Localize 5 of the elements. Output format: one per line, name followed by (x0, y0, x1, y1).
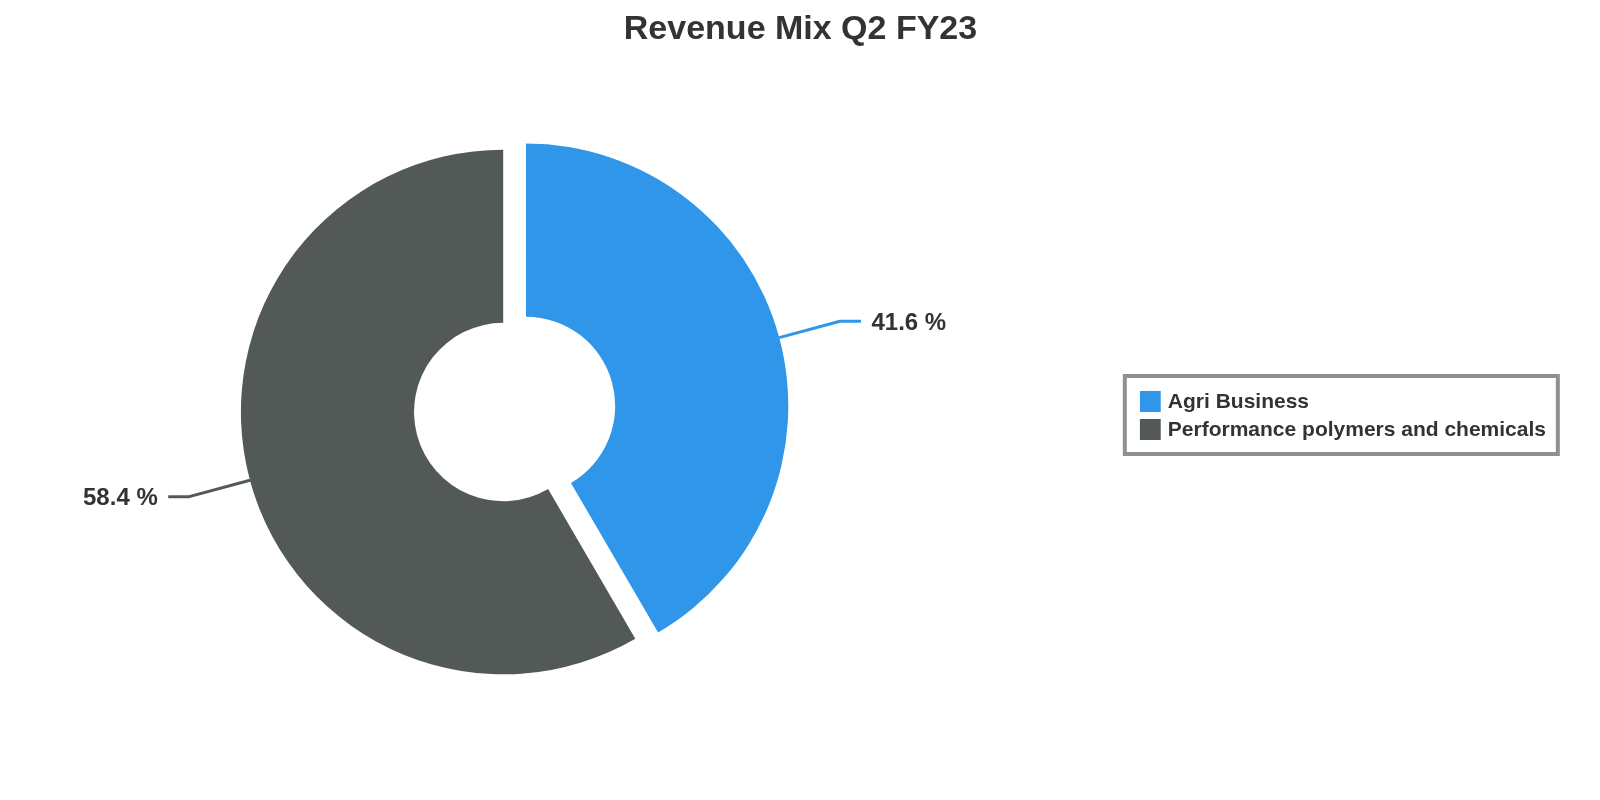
legend-label: Performance polymers and chemicals (1167, 417, 1546, 441)
chart-title: Revenue Mix Q2 FY23 (623, 7, 978, 46)
legend-label: Agri Business (1167, 389, 1310, 413)
data-label: 41.6 % (871, 307, 947, 335)
data-label: 58.4 % (83, 483, 158, 511)
